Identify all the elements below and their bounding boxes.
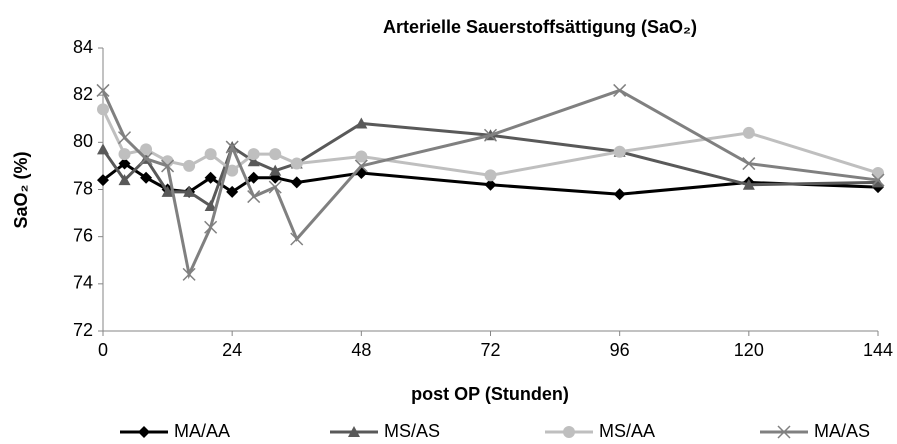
x-tick-label: 72 [480, 340, 500, 360]
marker [140, 171, 153, 184]
legend-marker [138, 426, 150, 438]
y-tick-label: 80 [73, 131, 93, 151]
x-axis-label: post OP (Stunden) [411, 384, 569, 404]
marker [225, 140, 239, 154]
x-tick-label: 120 [734, 340, 764, 360]
marker [97, 174, 109, 187]
y-tick-label: 78 [73, 178, 93, 198]
legend-label: MA/AS [814, 421, 870, 441]
marker [226, 185, 239, 198]
y-axis-label: SaO₂ (%) [11, 151, 31, 228]
marker [613, 188, 626, 201]
marker [613, 145, 626, 158]
marker [161, 159, 175, 173]
marker [139, 152, 153, 166]
marker [290, 232, 304, 246]
y-tick-label: 76 [73, 225, 93, 245]
y-tick-label: 72 [73, 320, 93, 340]
legend-label: MS/AS [384, 421, 440, 441]
marker [355, 117, 368, 129]
marker [161, 185, 174, 197]
marker [872, 176, 884, 188]
marker [742, 126, 755, 139]
legend-label: MS/AA [599, 421, 655, 441]
marker [204, 200, 217, 212]
marker [269, 164, 282, 176]
y-tick-label: 74 [73, 273, 93, 293]
marker [484, 178, 497, 191]
marker [613, 83, 627, 97]
marker [204, 148, 217, 161]
marker [290, 157, 303, 170]
marker [269, 148, 282, 161]
marker [742, 178, 755, 190]
chart-title: Arterielle Sauerstoffsättigung (SaO₂) [383, 17, 697, 37]
marker [226, 164, 239, 177]
legend-marker [563, 426, 575, 438]
x-tick-label: 48 [351, 340, 371, 360]
legend-marker [348, 426, 360, 437]
y-tick-label: 84 [73, 37, 93, 57]
marker [742, 157, 756, 171]
legend-label: MA/AA [174, 421, 230, 441]
marker [290, 176, 303, 189]
marker [247, 171, 260, 184]
marker [140, 143, 153, 156]
marker [355, 150, 368, 163]
marker [182, 267, 196, 281]
marker [268, 180, 282, 194]
marker [183, 185, 196, 197]
marker [484, 169, 497, 182]
marker [483, 128, 498, 142]
marker [871, 173, 885, 187]
marker [354, 159, 368, 173]
x-tick-label: 96 [610, 340, 630, 360]
x-tick-label: 144 [863, 340, 893, 360]
legend-marker [777, 425, 791, 439]
marker [204, 171, 217, 184]
marker [117, 131, 132, 145]
marker [97, 143, 109, 155]
marker [247, 155, 260, 167]
x-tick-label: 0 [98, 340, 108, 360]
marker [118, 157, 131, 170]
marker [118, 148, 131, 161]
marker [247, 148, 260, 161]
marker [247, 190, 261, 204]
marker [118, 174, 131, 186]
y-tick-label: 82 [73, 84, 93, 104]
marker [204, 220, 218, 234]
marker [96, 83, 110, 97]
marker [183, 159, 196, 172]
marker [872, 166, 884, 179]
x-tick-label: 24 [222, 340, 242, 360]
marker [97, 103, 109, 116]
